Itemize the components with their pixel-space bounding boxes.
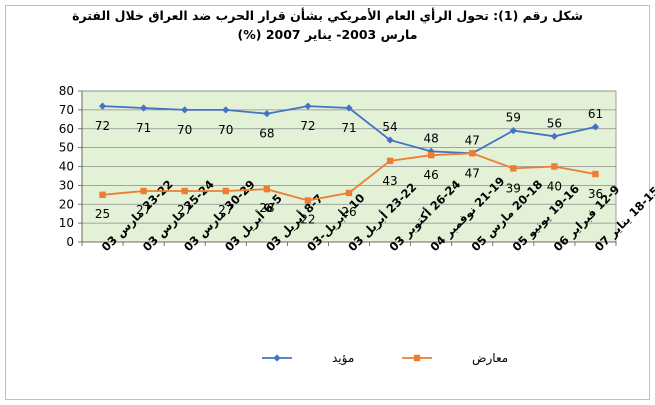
chart-title: شكل رقم (1): تحول الرأي العام الأمريكي ب… — [0, 6, 655, 44]
series-1-point-6 — [345, 189, 353, 197]
legend-label-0: مؤيد — [332, 351, 354, 366]
series-0-data-label-3: 70 — [218, 123, 233, 137]
series-1-data-label-4: 28 — [259, 201, 274, 215]
series-1-data-label-10: 39 — [506, 181, 521, 195]
series-1-data-label-5: 22 — [300, 212, 315, 226]
series-1-data-label-3: 27 — [218, 203, 233, 217]
series-0-point-10 — [509, 127, 517, 135]
series-0-data-label-11: 56 — [547, 116, 562, 130]
series-0-data-label-0: 72 — [95, 119, 110, 133]
series-0-data-label-5: 72 — [300, 119, 315, 133]
series-1-point-4 — [263, 185, 271, 193]
y-tick-label-0: 0 — [66, 235, 74, 249]
series-0-data-label-10: 59 — [506, 111, 521, 125]
series-1-point-10 — [510, 165, 517, 172]
series-0-point-0 — [98, 102, 107, 110]
series-1-point-5 — [304, 197, 312, 204]
y-tick-label-60: 60 — [59, 122, 74, 136]
series-0-point-1 — [140, 104, 148, 112]
series-0-point-8 — [427, 147, 435, 155]
series-1-point-12 — [592, 170, 599, 178]
series-0-point-5 — [304, 102, 312, 110]
series-1-data-label-12: 36 — [588, 187, 603, 201]
data-labels: 72 71 70 70 68 72 71 54 48 47 59 56 61 25 27 27 27 28 22 26… — [95, 107, 603, 227]
series-layer — [98, 102, 600, 204]
series-0-point-3 — [222, 106, 230, 114]
series-0-point-6 — [345, 104, 353, 112]
series-1-data-label-11: 40 — [547, 180, 562, 194]
chart-title-line-2: مارس 2003- يناير 2007 (%) — [237, 27, 418, 42]
series-0-data-label-2: 70 — [177, 123, 192, 137]
legend: مؤيد معارض — [262, 351, 508, 366]
y-tick-label-80: 80 — [59, 84, 74, 98]
series-1-point-1 — [140, 187, 147, 195]
series-0-point-12 — [591, 123, 600, 131]
series-1-point-11 — [551, 163, 558, 170]
series-1-data-label-0: 25 — [95, 207, 110, 221]
y-tick-label-20: 20 — [59, 197, 74, 211]
series-1-data-label-6: 26 — [341, 205, 356, 219]
series-1-point-0 — [99, 191, 106, 199]
series-1-data-label-2: 27 — [177, 203, 192, 217]
series-0-data-label-12: 61 — [588, 107, 603, 121]
series-1-data-label-7: 43 — [382, 174, 397, 188]
y-tick-label-50: 50 — [59, 141, 74, 155]
y-tick-label-10: 10 — [59, 216, 74, 230]
series-1-data-label-1: 27 — [136, 203, 151, 217]
series-0-point-4 — [263, 110, 271, 118]
legend-label-1: معارض — [472, 351, 508, 366]
series-1-point-3 — [222, 187, 229, 195]
series-0-point-7 — [386, 136, 394, 144]
chart-title-line-1: شكل رقم (1): تحول الرأي العام الأمريكي ب… — [72, 8, 583, 23]
y-tick-label-70: 70 — [59, 103, 74, 117]
series-0-data-label-7: 54 — [382, 120, 397, 134]
y-tick-label-40: 40 — [59, 160, 74, 174]
series-0-point-11 — [550, 132, 558, 140]
series-1-point-8 — [427, 151, 435, 159]
series-0-data-label-9: 47 — [465, 133, 480, 147]
series-1-point-2 — [181, 187, 188, 195]
series-0-data-label-4: 68 — [259, 127, 274, 141]
series-1-point-7 — [386, 157, 394, 165]
series-0-data-label-1: 71 — [136, 121, 151, 135]
series-0-data-label-6: 71 — [341, 121, 356, 135]
legend-marker-0 — [273, 354, 281, 362]
series-0-point-2 — [181, 106, 189, 114]
gridlines — [82, 90, 616, 224]
series-0-data-label-8: 48 — [424, 131, 439, 145]
series-1-point-9 — [469, 150, 476, 157]
series-1-data-label-9: 47 — [465, 166, 480, 180]
y-tick-label-30: 30 — [59, 178, 74, 192]
series-1-data-label-8: 46 — [424, 168, 439, 182]
legend-marker-1 — [413, 354, 421, 362]
